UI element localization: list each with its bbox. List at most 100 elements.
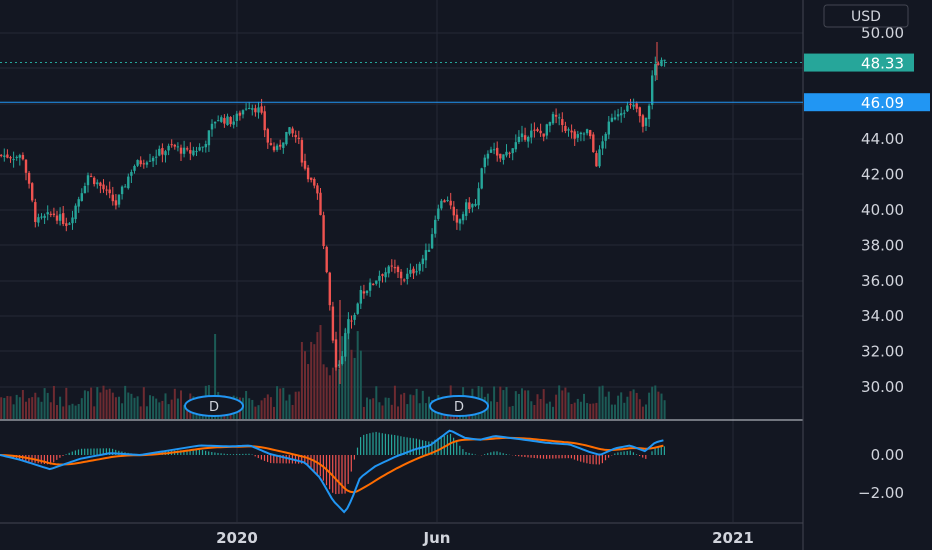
volume-bar	[335, 345, 337, 419]
candle-body	[468, 202, 471, 210]
candle-body	[254, 108, 257, 113]
volume-bar	[601, 385, 604, 419]
volume-bar	[381, 405, 384, 419]
volume-bar	[25, 401, 27, 419]
volume-bar	[288, 394, 291, 419]
volume-bar	[517, 393, 520, 419]
volume-bar	[31, 397, 34, 419]
volume-bar	[111, 392, 114, 419]
candle-body	[452, 206, 455, 216]
candle-body	[443, 200, 446, 203]
volume-bar	[539, 398, 542, 419]
candle-body	[434, 219, 437, 234]
candle-body	[496, 147, 499, 156]
time-tick-label: Jun	[423, 529, 451, 547]
dividend-marker[interactable]	[429, 395, 489, 417]
volume-bar	[620, 392, 623, 419]
candle-body	[458, 219, 462, 224]
volume-bar	[421, 390, 424, 419]
volume-bar	[576, 398, 579, 419]
candle-body	[502, 154, 505, 160]
macd-pane[interactable]	[0, 429, 666, 514]
candle-body	[6, 154, 9, 158]
volume-bar	[331, 367, 334, 419]
volume-bar	[176, 398, 179, 419]
volume-bar	[133, 397, 136, 419]
candle-body	[517, 136, 521, 143]
candle-body	[328, 272, 331, 306]
volume-bar	[214, 334, 217, 419]
candle-body	[248, 107, 251, 109]
candle-body	[613, 117, 617, 120]
horizontal-line-value: 46.09	[861, 94, 904, 112]
volume-bar	[49, 402, 52, 419]
candle-body	[396, 266, 400, 273]
candle-body	[542, 133, 545, 137]
candle-body	[523, 135, 527, 140]
candle-body	[564, 125, 567, 132]
candle-body	[108, 189, 111, 194]
dividend-marker[interactable]	[184, 395, 244, 417]
volume-bar	[635, 392, 638, 419]
volume-bar	[645, 404, 647, 419]
volume-bar	[338, 368, 341, 419]
candle-body	[353, 314, 356, 320]
candle-body	[37, 217, 40, 223]
candle-body	[201, 146, 204, 148]
volume-bar	[99, 392, 102, 419]
price-candles[interactable]	[0, 42, 666, 384]
volume-bar	[567, 392, 570, 419]
volume-bar	[105, 389, 108, 419]
candle-body	[310, 177, 313, 180]
candle-body	[567, 129, 570, 131]
candle-body	[337, 364, 341, 366]
candle-body	[635, 103, 638, 109]
price-axis[interactable]: 30.00 32.00 34.00 36.00 38.00 40.00 42.00 44.00…	[804, 24, 930, 502]
candle-body	[3, 155, 6, 157]
candle-body	[372, 283, 375, 285]
price-tick-label: 30.00	[861, 378, 904, 396]
candle-body	[260, 106, 263, 113]
candle-body	[161, 148, 164, 155]
horizontal-line-tag[interactable]	[804, 93, 930, 112]
volume-bar	[415, 388, 418, 419]
candle-body	[350, 320, 353, 322]
volume-bar	[552, 406, 554, 419]
volume-bar	[536, 394, 539, 419]
candle-body	[406, 273, 409, 280]
candle-body	[71, 217, 74, 224]
candle-body	[427, 249, 431, 252]
volume-bar	[77, 403, 80, 419]
volume-bar	[108, 388, 111, 419]
candle-body	[362, 291, 366, 294]
macd-line	[0, 429, 664, 514]
volume-bar	[542, 389, 545, 419]
candle-body	[641, 115, 645, 127]
candle-body	[561, 119, 564, 125]
time-axis[interactable]: 2020 Jun 2021	[216, 529, 754, 547]
candle-body	[80, 193, 83, 201]
currency-selector[interactable]: USD	[823, 4, 909, 28]
volume-bar	[322, 364, 325, 419]
volume-bar	[56, 405, 58, 419]
volume-bar	[297, 391, 300, 419]
candle-body	[127, 176, 130, 189]
candle-body	[105, 189, 108, 191]
price-tick-label: 34.00	[861, 307, 904, 325]
volume-bar	[173, 388, 176, 419]
volume-bar	[555, 394, 558, 419]
volume-bar	[548, 401, 551, 419]
candle-body	[393, 267, 397, 269]
candle-body	[341, 356, 344, 364]
candle-body	[111, 194, 114, 202]
volume-bar	[511, 405, 514, 419]
volume-bar	[598, 386, 601, 419]
candle-body	[319, 192, 322, 216]
candle-body	[616, 114, 620, 117]
candle-body	[288, 127, 291, 134]
volume-bar	[285, 400, 288, 419]
price-lines	[0, 62, 803, 103]
volume-bar	[564, 387, 567, 419]
